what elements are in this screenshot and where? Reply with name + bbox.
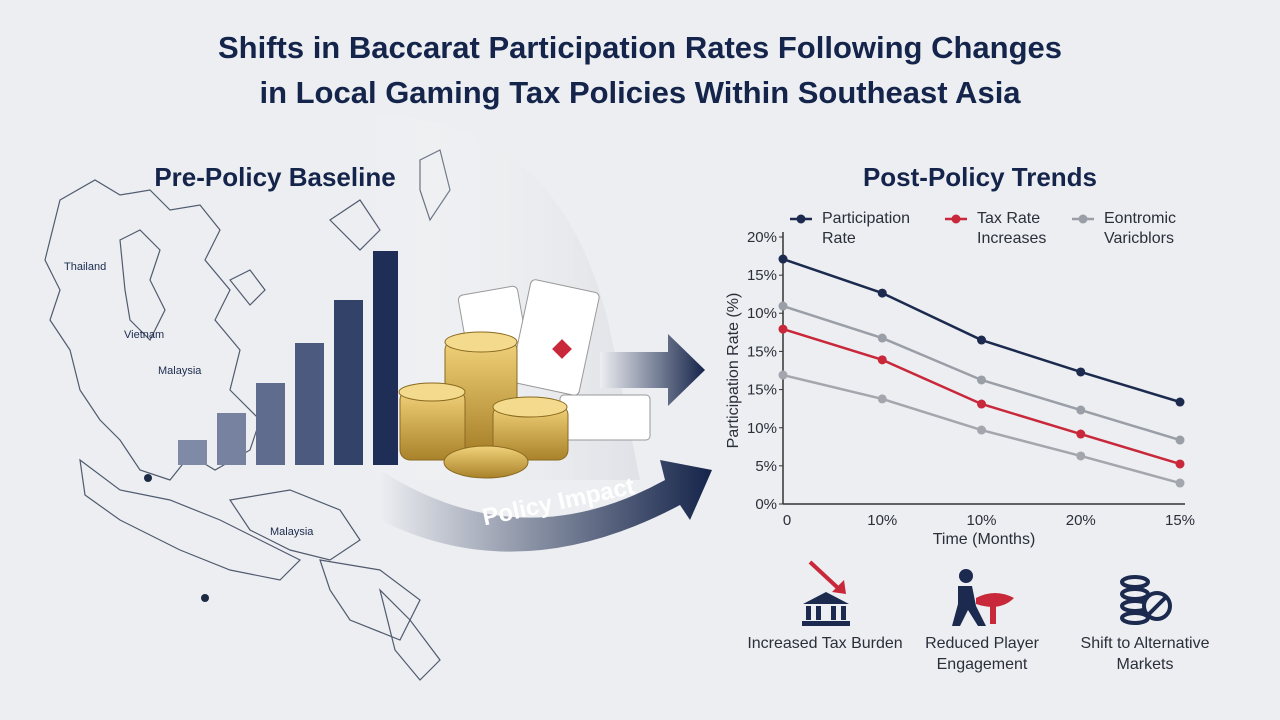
map-dot	[201, 594, 209, 602]
point	[778, 301, 788, 311]
x-axis-label: Time (Months)	[933, 531, 1036, 548]
point	[1076, 451, 1086, 461]
icon-tax	[802, 560, 850, 626]
legend-swatch-dot	[796, 214, 806, 224]
point	[1076, 429, 1086, 439]
chips	[398, 331, 569, 479]
legend-label: Tax Rate Increases	[977, 210, 1047, 247]
title-line: in Local Gaming Tax Policies Within Sout…	[259, 75, 1021, 110]
legend-swatch-dot	[951, 214, 961, 224]
x-tick-label: 20%	[1066, 512, 1096, 529]
point	[977, 375, 986, 385]
arrow	[600, 334, 705, 406]
x-tick-label: 15%	[1165, 512, 1195, 529]
line-chart: 0% 5% 10% 15% 15% 10% 15% 20% 0 10% 10% 20% 15% Time …	[725, 214, 1195, 548]
point	[1175, 435, 1185, 445]
point	[778, 370, 788, 380]
point	[877, 288, 887, 298]
map-label: Thailand	[64, 261, 107, 273]
y-axis-label: Participation Rate (%)	[725, 293, 742, 449]
point	[977, 335, 986, 345]
policy-arrow	[380, 460, 712, 552]
map-label: Malaysia	[270, 526, 314, 538]
x-tick-label: 10%	[966, 512, 996, 529]
y-tick-label: 5%	[755, 458, 777, 475]
x-tick-label: 10%	[867, 512, 897, 529]
map-outline	[44, 149, 451, 681]
y-tick-label: 15%	[747, 267, 777, 284]
series-line	[782, 327, 1181, 466]
title-line: Shifts in Baccarat Participation Rates F…	[217, 30, 1063, 65]
point	[1076, 405, 1086, 415]
point	[778, 324, 788, 334]
impact-label: Shift to Alternative Markets	[1080, 635, 1210, 673]
impact-label: Increased Tax Burden	[747, 635, 903, 652]
y-tick-label: 10%	[747, 420, 777, 437]
point	[877, 394, 887, 404]
chart-title: Post-Policy Trends	[862, 162, 1098, 192]
y-tick-label: 15%	[747, 382, 777, 399]
series-line	[782, 304, 1181, 442]
point	[977, 399, 986, 409]
point	[778, 254, 788, 264]
left-heading: Pre-Policy Baseline	[154, 162, 396, 192]
x-tick-label: 0	[783, 512, 791, 529]
y-tick-label: 0%	[755, 496, 777, 513]
y-tick-label: 20%	[747, 229, 777, 246]
legend-label: Participation Rate	[822, 210, 911, 247]
baseline-bars	[178, 251, 398, 465]
map-dot	[144, 474, 152, 482]
icon-shift	[1120, 575, 1172, 625]
point	[1175, 478, 1185, 488]
impact-label: Reduced Player Engagement	[925, 635, 1039, 673]
map-label: Vietnam	[124, 329, 165, 341]
point	[877, 333, 887, 343]
point	[1175, 397, 1185, 407]
point	[877, 355, 887, 365]
point	[977, 425, 986, 435]
icon-player	[952, 569, 1014, 626]
point	[1175, 459, 1185, 469]
y-tick-label: 10%	[747, 305, 777, 322]
point	[1076, 367, 1086, 377]
legend-label: Eontromic Varicblors	[1104, 210, 1177, 247]
y-tick-label: 15%	[747, 343, 777, 360]
map-label: Malaysia	[158, 365, 202, 377]
legend-swatch-dot	[1078, 214, 1088, 224]
